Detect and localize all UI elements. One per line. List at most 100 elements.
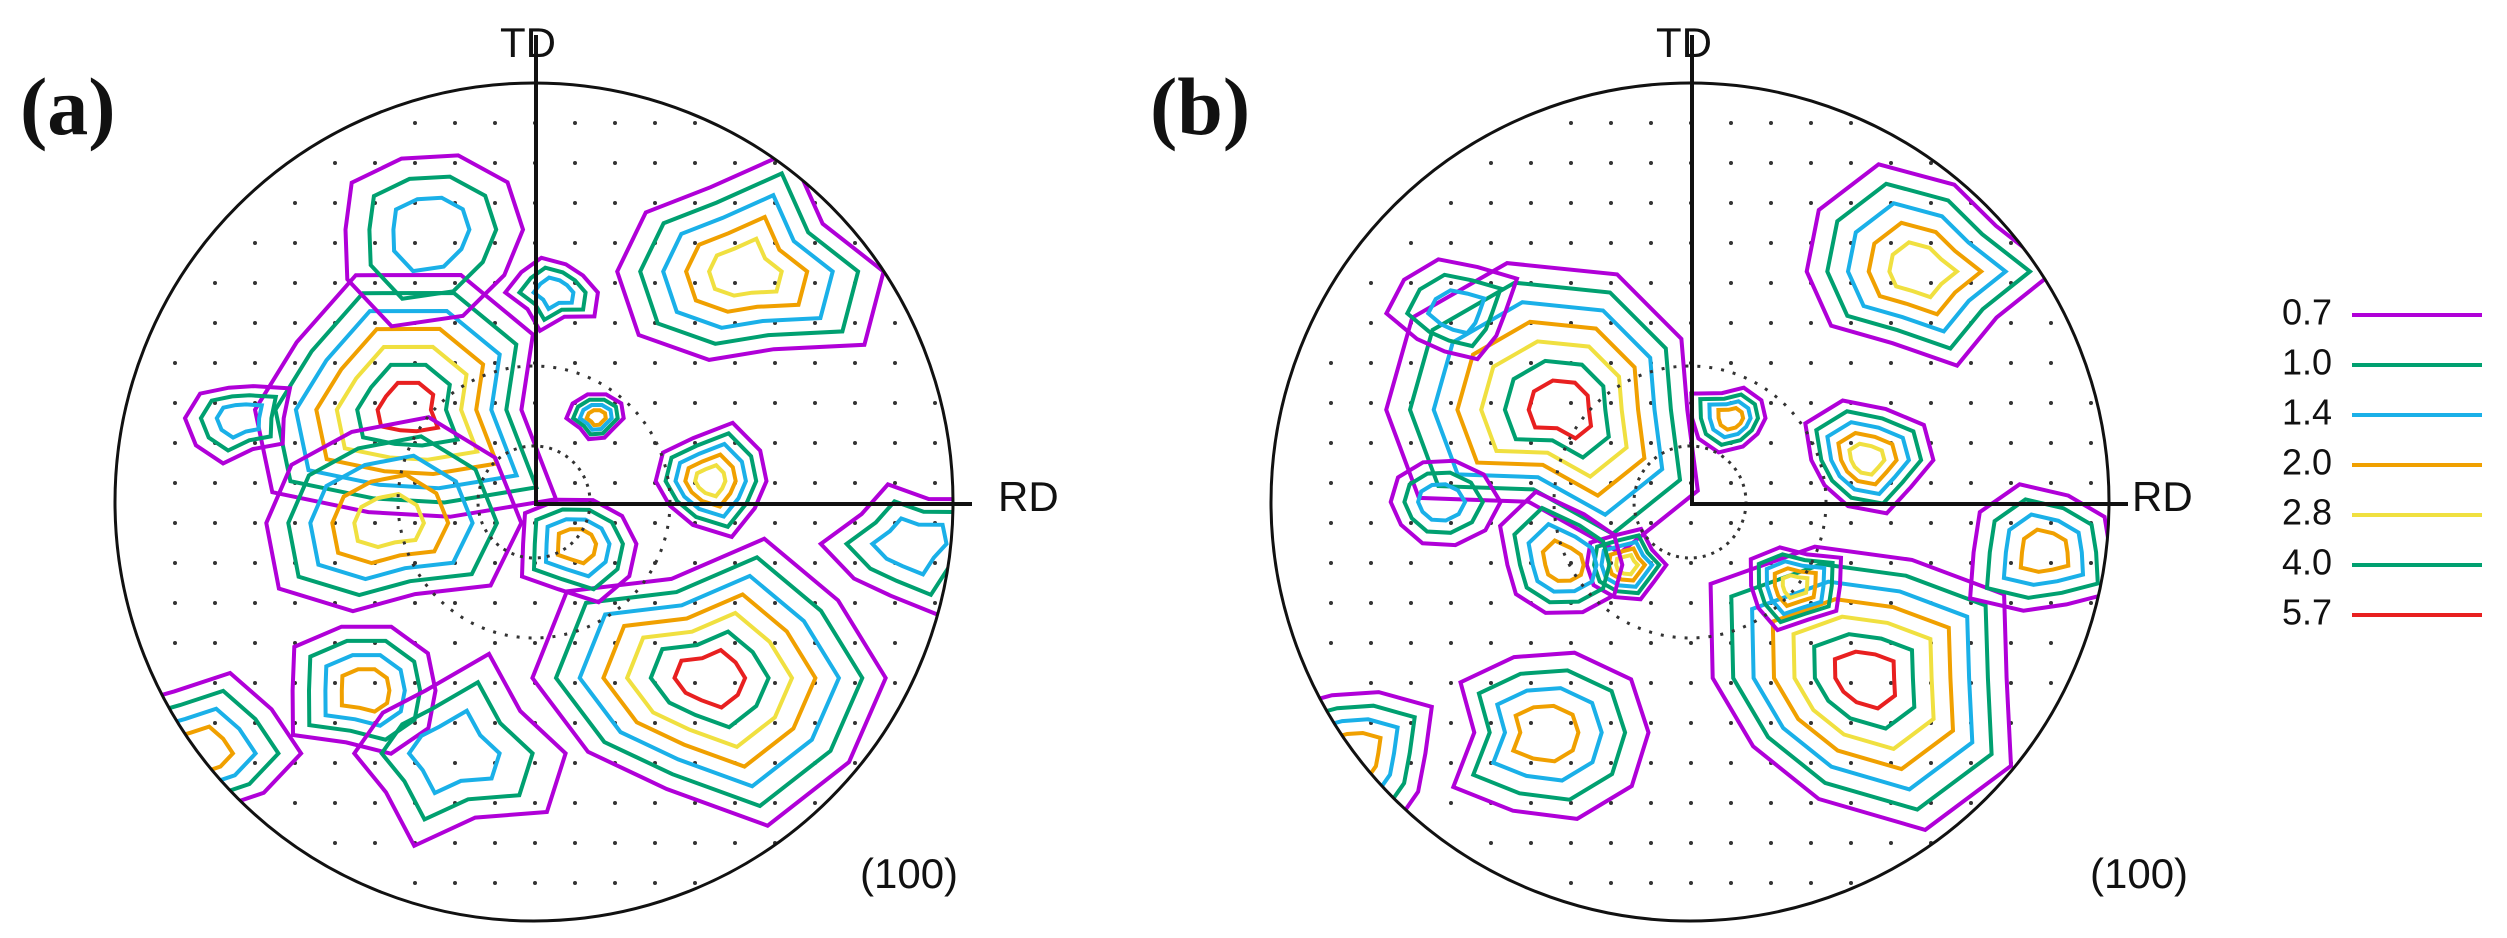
grid-dot xyxy=(853,321,857,325)
grid-dot xyxy=(1969,761,1973,765)
grid-dot xyxy=(293,281,297,285)
grid-dot xyxy=(573,241,577,245)
grid-dot xyxy=(1969,801,1973,805)
contour xyxy=(2001,512,2086,587)
grid-dot xyxy=(1649,161,1653,165)
grid-dot xyxy=(853,361,857,365)
grid-dot xyxy=(1649,601,1653,605)
grid-dot xyxy=(573,161,577,165)
grid-dot xyxy=(1609,121,1613,125)
grid-dot xyxy=(1849,841,1853,845)
contour xyxy=(570,397,620,437)
grid-dot xyxy=(1849,801,1853,805)
contour xyxy=(1887,240,1961,300)
contour xyxy=(1510,703,1581,764)
grid-dot xyxy=(1849,201,1853,205)
grid-dot xyxy=(1649,321,1653,325)
grid-dot xyxy=(373,801,377,805)
grid-dot xyxy=(253,521,257,525)
panel: (b) TD RD (100) xyxy=(1150,19,2193,923)
grid-dot xyxy=(453,881,457,885)
contour xyxy=(1984,497,2100,600)
grid-dot xyxy=(1729,801,1733,805)
grid-dot xyxy=(493,161,497,165)
contour xyxy=(531,507,626,592)
grid-dot xyxy=(453,401,457,405)
grid-dot xyxy=(653,521,657,525)
grid-dot xyxy=(813,401,817,405)
grid-dot xyxy=(1729,521,1733,525)
grid-dot xyxy=(613,241,617,245)
contour xyxy=(1479,339,1629,480)
grid-dot xyxy=(333,161,337,165)
grid-dot xyxy=(2009,521,2013,525)
grid-dot xyxy=(733,641,737,645)
grid-dot xyxy=(1369,681,1373,685)
grid-dot xyxy=(1729,321,1733,325)
grid-dot xyxy=(1329,401,1333,405)
contour xyxy=(214,402,265,440)
grid-dot xyxy=(613,561,617,565)
grid-dot xyxy=(893,721,897,725)
grid-dot xyxy=(1849,641,1853,645)
contour xyxy=(1490,686,1604,783)
grid-dot xyxy=(1409,441,1413,445)
grid-dot xyxy=(1489,641,1493,645)
contour xyxy=(1729,562,1994,812)
contour xyxy=(339,667,392,714)
grid-dot xyxy=(773,561,777,565)
contour xyxy=(406,708,502,796)
grid-dot xyxy=(2049,441,2053,445)
grid-dot xyxy=(1449,681,1453,685)
grid-dot xyxy=(853,241,857,245)
contour xyxy=(693,462,728,499)
grid-dot xyxy=(773,481,777,485)
grid-dot xyxy=(693,161,697,165)
grid-dot xyxy=(253,361,257,365)
grid-dot xyxy=(1689,641,1693,645)
legend-label: 0.7 xyxy=(2282,292,2332,333)
contour xyxy=(1780,573,1810,601)
grid-dot xyxy=(1489,161,1493,165)
grid-dot xyxy=(573,361,577,365)
grid-dot xyxy=(173,441,177,445)
grid-dot xyxy=(293,521,297,525)
grid-dot xyxy=(1369,601,1373,605)
contour xyxy=(1845,201,2009,334)
grid-dot xyxy=(893,401,897,405)
grid-dot xyxy=(933,561,937,565)
grid-dot xyxy=(253,481,257,485)
grid-dot xyxy=(733,401,737,405)
grid-dot xyxy=(1529,761,1533,765)
grid-dot xyxy=(1649,201,1653,205)
grid-dot xyxy=(1729,841,1733,845)
grid-dot xyxy=(453,721,457,725)
grid-dot xyxy=(1609,441,1613,445)
grid-dot xyxy=(333,841,337,845)
grid-dot xyxy=(1889,241,1893,245)
grid-dot xyxy=(493,481,497,485)
grid-dot xyxy=(1529,681,1533,685)
grid-dot xyxy=(293,361,297,365)
grid-dot xyxy=(1929,761,1933,765)
grid-dot xyxy=(1929,241,1933,245)
grid-dot xyxy=(1809,121,1813,125)
grid-dot xyxy=(493,801,497,805)
grid-dot xyxy=(1409,241,1413,245)
grid-dot xyxy=(293,801,297,805)
grid-dot xyxy=(1769,321,1773,325)
grid-dot xyxy=(1649,761,1653,765)
grid-dot xyxy=(213,561,217,565)
grid-dot xyxy=(1649,241,1653,245)
grid-dot xyxy=(693,121,697,125)
grid-dot xyxy=(1929,161,1933,165)
grid-dot xyxy=(253,281,257,285)
grid-dot xyxy=(613,681,617,685)
grid-dot xyxy=(1569,641,1573,645)
contour xyxy=(1764,559,1827,617)
grid-dot xyxy=(653,881,657,885)
grid-dot xyxy=(493,561,497,565)
grid-dot xyxy=(1689,601,1693,605)
grid-dot xyxy=(693,721,697,725)
